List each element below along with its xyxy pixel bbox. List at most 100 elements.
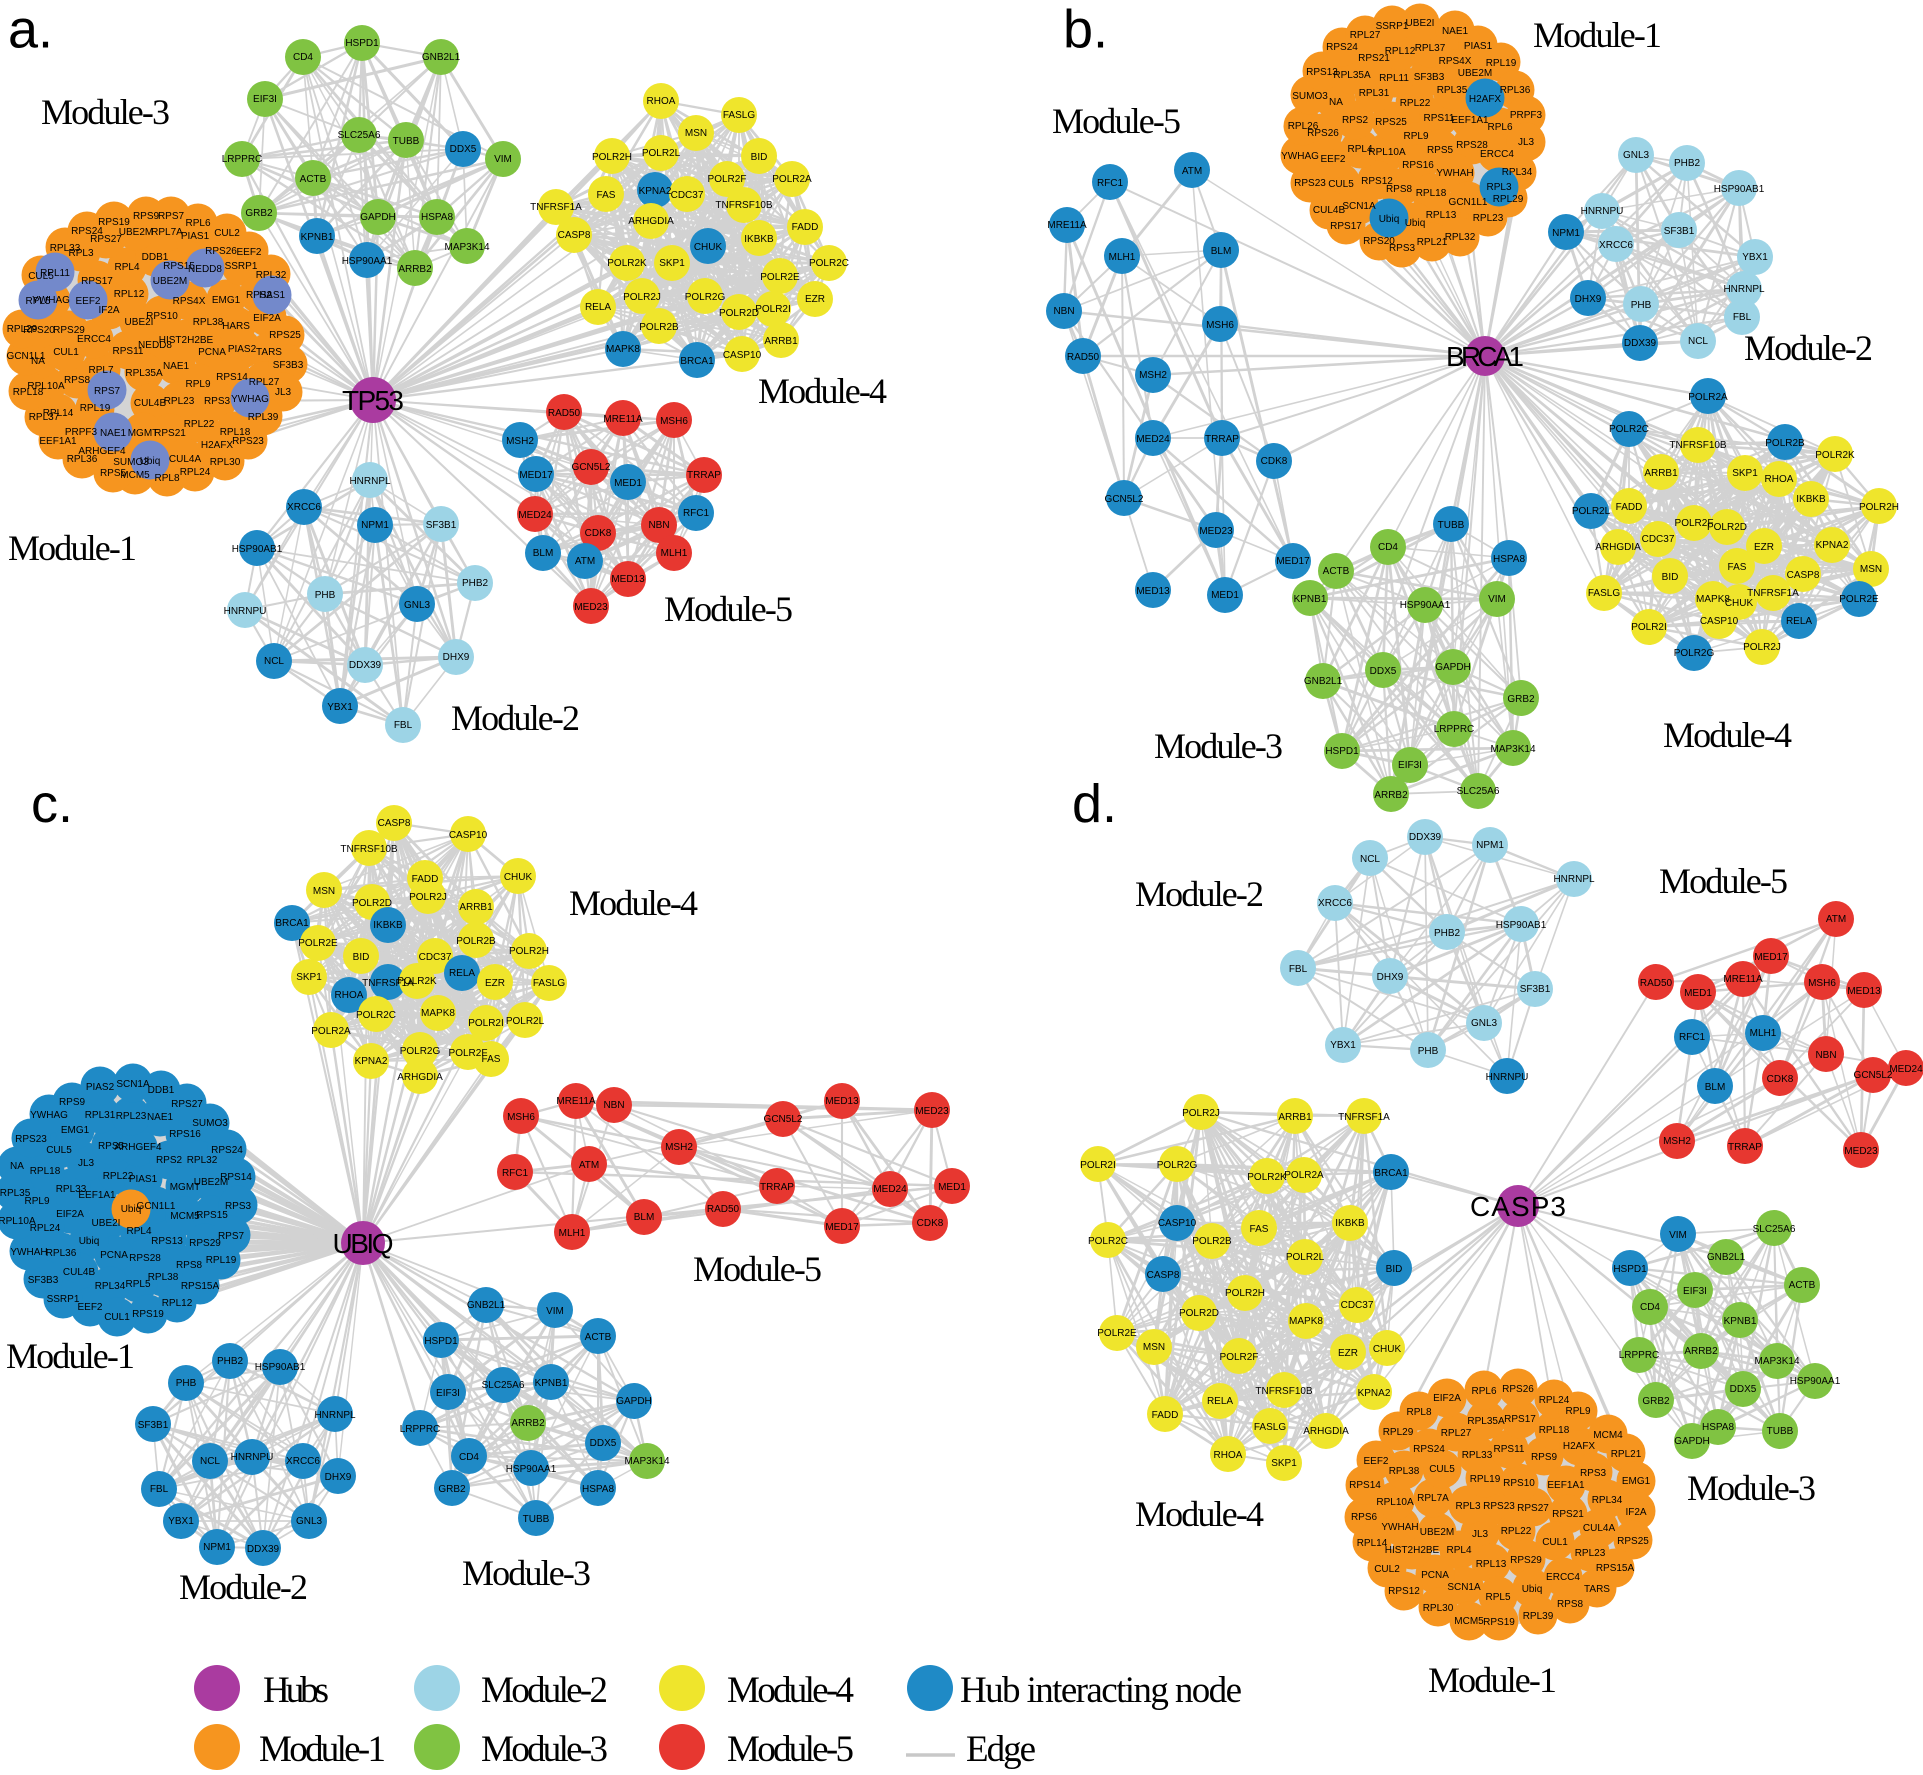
svg-text:SKP1: SKP1 [1271, 1458, 1297, 1469]
svg-text:EZR: EZR [1338, 1348, 1358, 1359]
svg-text:Module-3: Module-3 [462, 1553, 591, 1593]
svg-text:HARS: HARS [222, 321, 250, 332]
svg-text:IKBKB: IKBKB [744, 234, 774, 245]
svg-text:SUMO3: SUMO3 [192, 1118, 228, 1129]
svg-text:TUBB: TUBB [393, 136, 420, 147]
svg-text:RPL3: RPL3 [1455, 1501, 1480, 1512]
svg-text:MSH6: MSH6 [1206, 320, 1234, 331]
svg-text:ARRB2: ARRB2 [511, 1418, 545, 1429]
svg-text:TARS: TARS [256, 347, 282, 358]
svg-text:POLR2G: POLR2G [400, 1046, 441, 1057]
svg-text:SUMO3: SUMO3 [1292, 91, 1328, 102]
svg-text:RPL29: RPL29 [1493, 194, 1524, 205]
svg-text:EIF2A: EIF2A [253, 313, 281, 324]
svg-text:CASP8: CASP8 [1147, 1270, 1180, 1281]
svg-text:RPS21: RPS21 [1552, 1509, 1584, 1520]
svg-text:RPL11: RPL11 [1379, 73, 1409, 84]
svg-text:TARS: TARS [1584, 1584, 1610, 1595]
svg-text:RPL18: RPL18 [1416, 188, 1447, 199]
svg-text:RPL18: RPL18 [220, 427, 251, 438]
svg-text:Ubiq: Ubiq [121, 1204, 142, 1215]
svg-text:b.: b. [1063, 0, 1108, 60]
svg-text:RPS9: RPS9 [59, 1097, 86, 1108]
svg-text:POLR2L: POLR2L [642, 148, 681, 159]
svg-text:EZR: EZR [1754, 542, 1774, 553]
svg-text:RPS21: RPS21 [154, 428, 186, 439]
svg-text:FASLG: FASLG [1254, 1422, 1286, 1433]
svg-text:RPL7A: RPL7A [151, 227, 183, 238]
svg-text:ACTB: ACTB [585, 1332, 612, 1343]
svg-text:POLR2E: POLR2E [1839, 594, 1879, 605]
svg-text:MCM5: MCM5 [120, 470, 150, 481]
svg-text:ARHGDIA: ARHGDIA [1303, 1426, 1349, 1437]
svg-text:RPL35: RPL35 [0, 1188, 31, 1199]
svg-text:Module-1: Module-1 [8, 528, 137, 568]
svg-text:RPS29: RPS29 [1510, 1555, 1542, 1566]
svg-text:BLM: BLM [1211, 246, 1232, 257]
svg-text:LRPPRC: LRPPRC [222, 154, 263, 165]
svg-text:SSRP1: SSRP1 [47, 1294, 80, 1305]
svg-text:POLR2D: POLR2D [1179, 1308, 1219, 1319]
svg-text:d.: d. [1072, 774, 1117, 834]
svg-text:JL3: JL3 [275, 387, 292, 398]
svg-text:NA: NA [1329, 97, 1343, 108]
svg-text:FASLG: FASLG [533, 978, 565, 989]
svg-text:RPS24: RPS24 [1413, 1444, 1445, 1455]
svg-text:UBE2M: UBE2M [1420, 1527, 1454, 1538]
svg-text:RPS19: RPS19 [98, 217, 130, 228]
svg-text:POLR2K: POLR2K [397, 976, 437, 987]
svg-text:YWHAH: YWHAH [1381, 1522, 1418, 1533]
svg-text:RPS3: RPS3 [204, 396, 231, 407]
svg-text:RPL6: RPL6 [1487, 122, 1512, 133]
svg-text:RPS2: RPS2 [246, 290, 273, 301]
svg-text:RPS25: RPS25 [269, 330, 301, 341]
svg-text:MED13: MED13 [611, 574, 645, 585]
svg-text:KPNB1: KPNB1 [301, 232, 334, 243]
svg-text:MLH1: MLH1 [1109, 252, 1136, 263]
svg-text:HNRNPL: HNRNPL [1723, 284, 1765, 295]
svg-text:FADD: FADD [1152, 1410, 1179, 1421]
svg-text:GNB2L1: GNB2L1 [467, 1300, 506, 1311]
svg-text:GNL3: GNL3 [1623, 150, 1650, 161]
svg-text:HNRNPL: HNRNPL [349, 476, 391, 487]
svg-text:TRRAP: TRRAP [1728, 1142, 1762, 1153]
svg-text:HNRNPU: HNRNPU [1486, 1072, 1529, 1083]
svg-text:MSH6: MSH6 [660, 416, 688, 427]
svg-text:RPS16: RPS16 [1402, 160, 1434, 171]
svg-text:TNFRSF1A: TNFRSF1A [530, 202, 582, 213]
svg-text:RPS8: RPS8 [1386, 184, 1413, 195]
svg-text:HSPA8: HSPA8 [582, 1484, 614, 1495]
svg-text:SLC25A6: SLC25A6 [338, 130, 381, 141]
svg-text:PIAS1: PIAS1 [181, 231, 210, 242]
svg-text:MED24: MED24 [873, 1184, 907, 1195]
svg-text:RHOA: RHOA [1214, 1450, 1243, 1461]
svg-text:ACTB: ACTB [300, 174, 327, 185]
svg-text:EEF1A1: EEF1A1 [78, 1190, 116, 1201]
svg-text:DHX9: DHX9 [1575, 294, 1602, 305]
svg-text:Module-2: Module-2 [1744, 328, 1873, 368]
svg-text:HSPA8: HSPA8 [1493, 554, 1525, 565]
svg-text:RHOA: RHOA [335, 990, 364, 1001]
svg-text:BRCA1: BRCA1 [275, 918, 309, 929]
svg-text:EZR: EZR [485, 978, 505, 989]
svg-text:RPL32: RPL32 [256, 270, 287, 281]
svg-text:HSPD1: HSPD1 [345, 38, 379, 49]
svg-text:NCL: NCL [1360, 854, 1380, 865]
svg-text:POLR2F: POLR2F [449, 1048, 488, 1059]
svg-text:SF3B1: SF3B1 [1664, 226, 1695, 237]
svg-text:POLR2H: POLR2H [1225, 1288, 1265, 1299]
svg-text:RPL4: RPL4 [1446, 1545, 1471, 1556]
svg-text:RPL24: RPL24 [30, 1223, 61, 1234]
svg-text:RPL24: RPL24 [180, 467, 211, 478]
svg-text:CD4: CD4 [1378, 542, 1398, 553]
svg-text:RPL38: RPL38 [1389, 1466, 1420, 1477]
svg-text:Module-1: Module-1 [1428, 1660, 1557, 1700]
svg-text:SF3B1: SF3B1 [138, 1420, 169, 1431]
svg-text:POLR2B: POLR2B [456, 936, 496, 947]
svg-text:RPL35A: RPL35A [1333, 70, 1371, 81]
svg-text:CDC37: CDC37 [419, 952, 452, 963]
svg-text:JL3: JL3 [78, 1158, 95, 1169]
svg-text:RPS13: RPS13 [1306, 67, 1338, 78]
svg-text:RPL3: RPL3 [1486, 182, 1511, 193]
svg-text:FAS: FAS [482, 1054, 501, 1065]
